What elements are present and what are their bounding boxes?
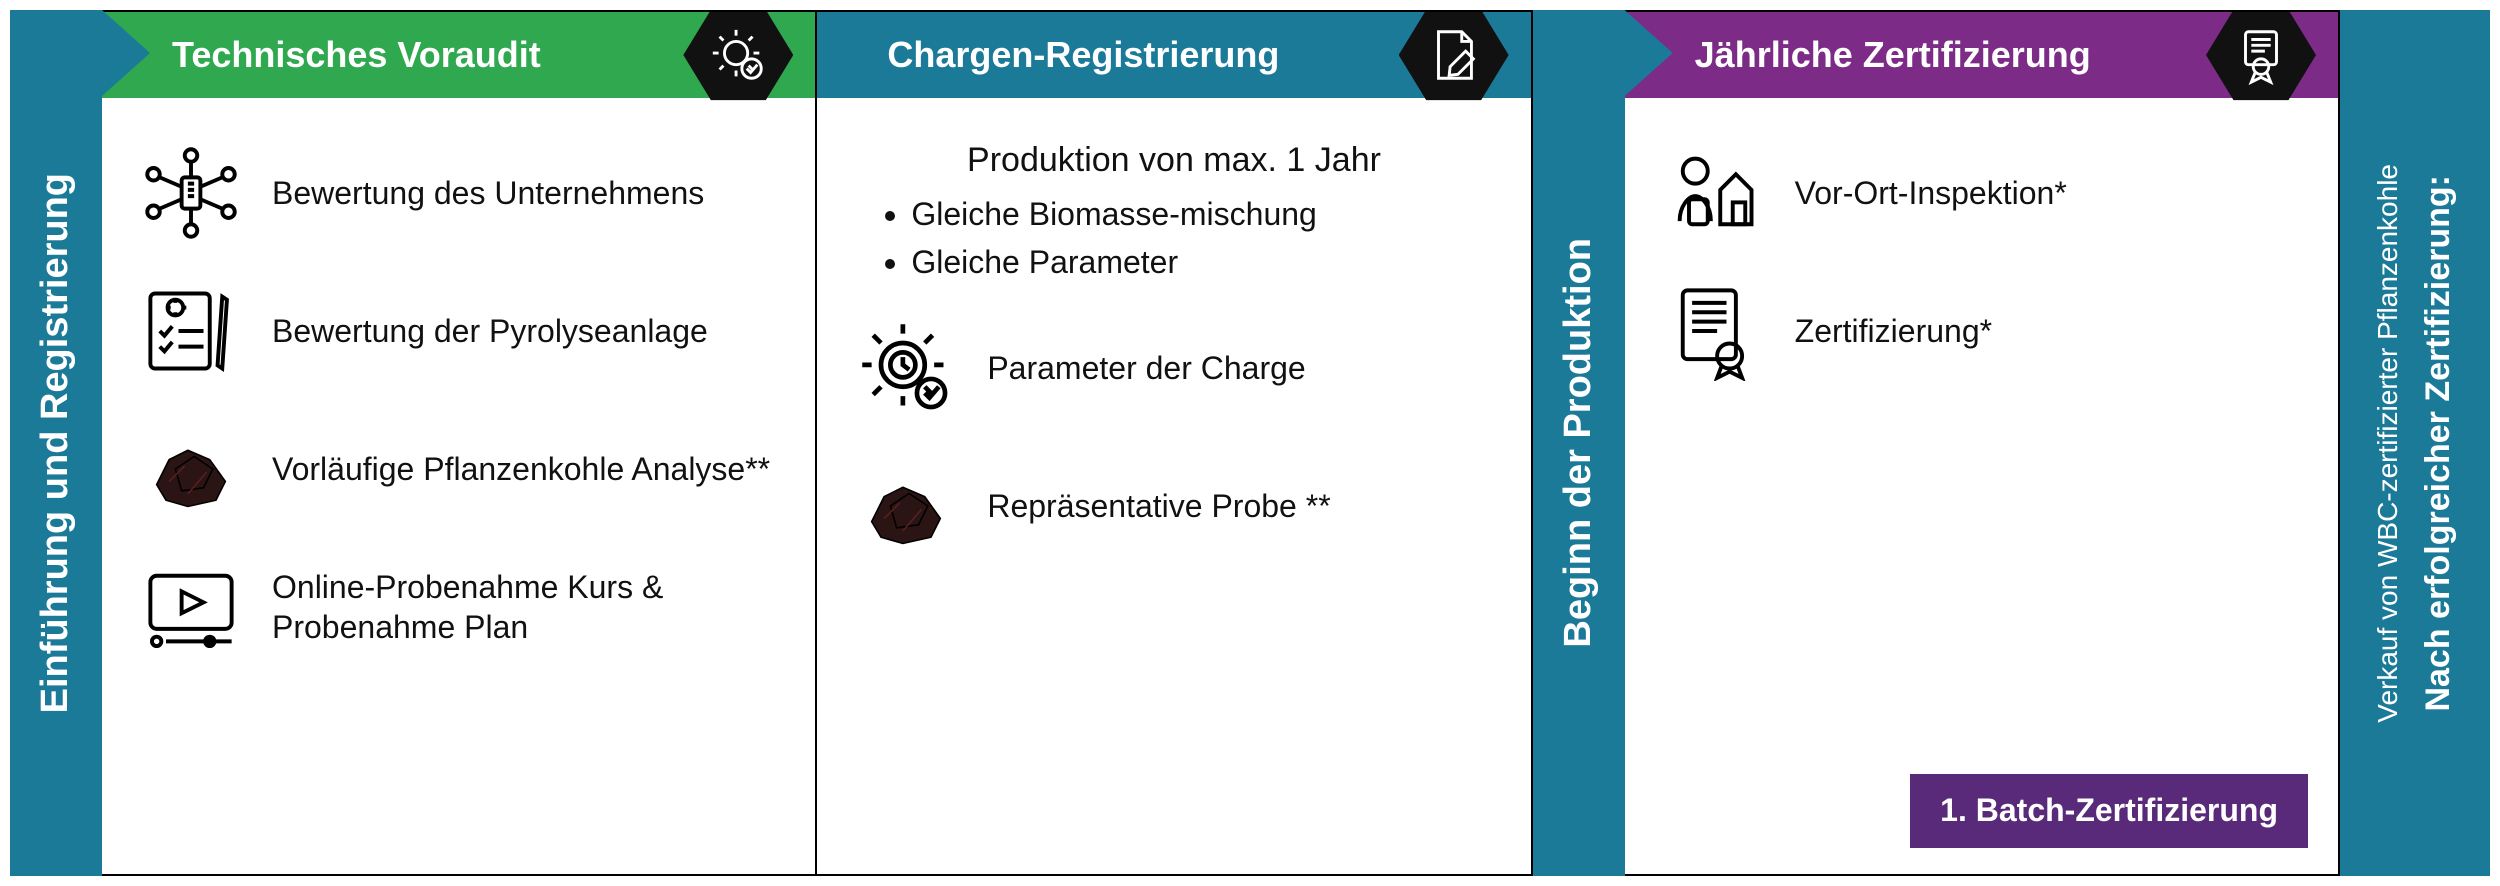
batch-cert-badge: 1. Batch-Zertifizierung [1910,774,2308,848]
checklist-icon [136,276,246,386]
stage-bar-subtitle: Verkauf von WBC-zertifizierter Pflanzenk… [2370,164,2405,723]
item-row: Online-Probenahme Kurs & Probenahme Plan [136,552,781,662]
card-header: Jährliche Zertifizierung [1625,12,2338,98]
item-row: Vorläufige Pflanzenkohle Analyse** [136,414,781,524]
cert-doc-icon [1659,276,1769,386]
bullet-item: Gleiche Parameter [911,242,1496,284]
item-row: Bewertung der Pyrolyseanlage [136,276,781,386]
inspector-icon [1659,138,1769,248]
stage-bar-label: Einführung und Registrierung [32,155,80,731]
video-icon [136,552,246,662]
stage-bar-label: Nach erfolgreicher Zertifizierung: [2417,157,2460,730]
cert-ribbon-icon [2206,10,2316,103]
stage-bar-label: Beginn der Produktion [1555,220,1603,666]
stage-bar-registration: Einführung und Registrierung [10,10,102,876]
network-icon [136,138,246,248]
item-label: Parameter der Charge [987,348,1305,388]
card-body: Vor-Ort-Inspektion* Zertifizierung* 1. B… [1625,98,2338,874]
coal-icon [136,414,246,524]
card-batch-registration: Chargen-Registrierung Produktion von max… [817,10,1532,876]
item-label: Vor-Ort-Inspektion* [1795,173,2067,213]
item-label: Bewertung des Unternehmens [272,173,704,213]
card-subtitle: Produktion von max. 1 Jahr [851,138,1496,182]
card-title: Jährliche Zertifizierung [1695,34,2091,76]
gear-check-icon [683,10,793,103]
bullet-item: Gleiche Biomasse-mischung [911,194,1496,236]
item-label: Repräsentative Probe ** [987,486,1330,526]
card-title: Chargen-Registrierung [887,34,1279,76]
item-row: Zertifizierung* [1659,276,2304,386]
item-row: Bewertung des Unternehmens [136,138,781,248]
gear-clock-icon [851,313,961,423]
card-preaudit: Technisches Voraudit [102,10,817,876]
item-label: Vorläufige Pflanzenkohle Analyse** [272,449,770,489]
item-row: Repräsentative Probe ** [851,451,1496,561]
item-label: Bewertung der Pyrolyseanlage [272,311,708,351]
card-body: Bewertung des Unternehmens Bewertung der… [102,98,815,874]
card-body: Produktion von max. 1 Jahr Gleiche Bioma… [817,98,1530,874]
item-label: Online-Probenahme Kurs & Probenahme Plan [272,567,781,647]
card-certification: Jährliche Zertifizierung Vor-Or [1625,10,2340,876]
stage-bar-after-cert: Verkauf von WBC-zertifizierter Pflanzenk… [2340,10,2490,876]
item-row: Parameter der Charge [851,313,1496,423]
coal-icon [851,451,961,561]
card-title: Technisches Voraudit [172,34,541,76]
bullet-list: Gleiche Biomasse-mischung Gleiche Parame… [911,194,1496,283]
edit-doc-icon [1399,10,1509,103]
card-header: Technisches Voraudit [102,12,815,98]
card-header: Chargen-Registrierung [817,12,1530,98]
stage-bar-production: Beginn der Produktion [1533,10,1625,876]
item-label: Zertifizierung* [1795,311,1992,351]
item-row: Vor-Ort-Inspektion* [1659,138,2304,248]
process-flow: Einführung und Registrierung Technisches… [10,10,2490,876]
